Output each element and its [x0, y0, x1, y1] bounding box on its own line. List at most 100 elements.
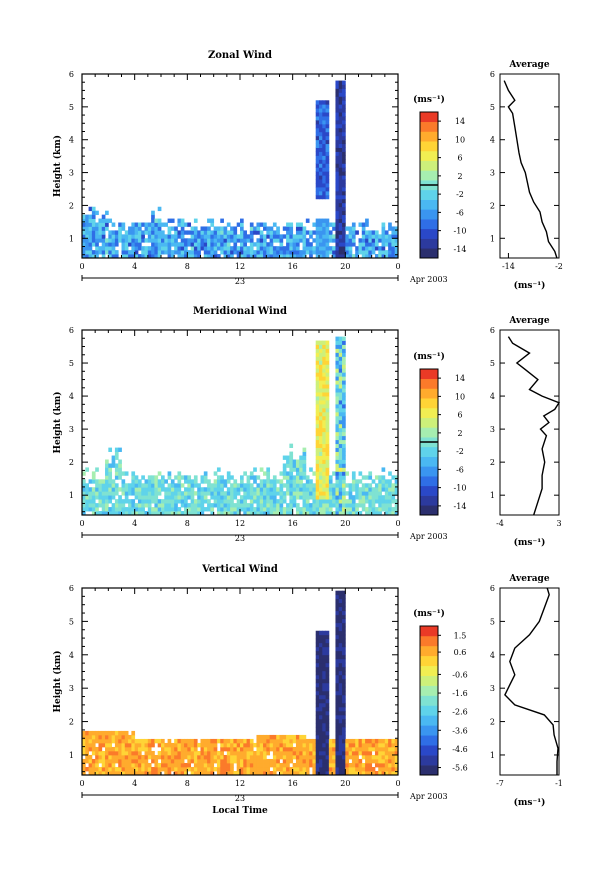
- vertical-cell: [82, 770, 86, 776]
- zonal-cell: [174, 242, 178, 247]
- meridional-cell: [289, 495, 294, 500]
- meridional-colorbar-tick-label: -2: [456, 447, 464, 456]
- meridional-cell: [315, 479, 320, 484]
- zonal-cell: [128, 238, 132, 243]
- vertical-cell: [170, 758, 175, 764]
- meridional-cell: [190, 495, 195, 500]
- vertical-cell: [312, 758, 317, 764]
- zonal-cell: [361, 222, 366, 227]
- meridional-cell: [144, 479, 149, 484]
- vertical-avg-ytick-label: 2: [490, 718, 495, 727]
- zonal-cell: [167, 230, 172, 235]
- meridional-cell: [85, 507, 89, 512]
- vertical-colorbar-tick-label: -4.6: [452, 745, 467, 754]
- vertical-cell: [335, 738, 340, 744]
- vertical-cell: [299, 750, 303, 756]
- vertical-cell: [220, 754, 224, 760]
- meridional-cell: [118, 495, 122, 500]
- meridional-cell: [253, 475, 257, 480]
- vertical-cell: [114, 734, 119, 740]
- meridional-cell: [302, 451, 307, 456]
- meridional-cell: [88, 487, 93, 492]
- vertical-cell: [325, 654, 330, 660]
- zonal-cell: [332, 246, 336, 251]
- zonal-cell: [207, 218, 211, 223]
- meridional-cell: [295, 479, 300, 484]
- zonal-cell: [256, 246, 261, 251]
- zonal-cell: [368, 254, 373, 259]
- vertical-cell: [302, 738, 307, 744]
- meridional-cell: [374, 507, 379, 512]
- zonal-cell: [137, 246, 142, 251]
- zonal-cell: [374, 246, 379, 251]
- vertical-cell: [338, 702, 343, 708]
- zonal-cell: [332, 222, 336, 227]
- meridional-cell: [180, 499, 185, 504]
- vertical-cell: [322, 654, 326, 660]
- meridional-cell: [305, 479, 310, 484]
- zonal-colorbar-tick-label: 10: [455, 135, 465, 144]
- zonal-cell: [315, 159, 320, 164]
- vertical-cell: [345, 742, 350, 748]
- zonal-cell: [348, 230, 353, 235]
- vertical-cell: [345, 754, 350, 760]
- meridional-cell: [315, 384, 320, 389]
- meridional-cell: [338, 503, 343, 508]
- zonal-cell: [121, 242, 126, 247]
- meridional-cell: [295, 491, 300, 496]
- meridional-cell: [147, 495, 152, 500]
- meridional-cell: [315, 507, 320, 512]
- vertical-cell: [351, 762, 356, 768]
- meridional-cell: [335, 455, 340, 460]
- zonal-colorbar-tick-label: -2: [456, 190, 464, 199]
- vertical-cell: [345, 762, 350, 768]
- meridional-cell: [170, 495, 175, 500]
- zonal-cell: [144, 238, 149, 243]
- meridional-cell: [332, 503, 336, 508]
- vertical-cell: [381, 750, 386, 756]
- vertical-cell: [167, 742, 172, 748]
- vertical-cell: [226, 738, 231, 744]
- meridional-cell: [378, 511, 382, 516]
- zonal-cell: [342, 92, 346, 97]
- meridional-cell: [358, 503, 363, 508]
- zonal-cell: [207, 246, 211, 251]
- vertical-cell: [338, 630, 343, 636]
- meridional-cell: [325, 419, 330, 425]
- vertical-cell: [371, 758, 376, 764]
- meridional-cell: [203, 471, 208, 476]
- vertical-cell: [315, 726, 320, 732]
- vertical-cell: [253, 766, 257, 772]
- meridional-cell: [319, 368, 323, 373]
- vertical-cell: [286, 734, 290, 740]
- zonal-cell: [335, 135, 340, 141]
- vertical-cell: [243, 766, 247, 772]
- zonal-cell: [91, 214, 96, 219]
- vertical-cell: [342, 678, 346, 684]
- meridional-cell: [319, 392, 323, 397]
- vertical-cell: [338, 602, 343, 608]
- meridional-cell: [319, 447, 323, 452]
- vertical-cell: [338, 682, 343, 688]
- zonal-cell: [203, 242, 208, 247]
- zonal-cell: [190, 250, 195, 255]
- meridional-cell: [108, 491, 113, 496]
- meridional-cell: [118, 471, 122, 476]
- vertical-cell: [279, 738, 284, 744]
- vertical-cell: [286, 762, 290, 768]
- zonal-cell: [319, 254, 323, 259]
- meridional-cell: [335, 372, 340, 377]
- meridional-cell: [338, 511, 343, 516]
- zonal-cell: [108, 254, 113, 259]
- zonal-cell: [266, 242, 271, 247]
- vertical-cell: [276, 738, 280, 744]
- meridional-cell: [144, 499, 149, 504]
- zonal-cell: [279, 234, 284, 239]
- vertical-cell: [263, 754, 267, 760]
- vertical-cell: [365, 738, 369, 744]
- meridional-cell: [328, 491, 333, 496]
- zonal-cell: [338, 143, 343, 148]
- meridional-cell: [197, 491, 201, 496]
- zonal-cell: [177, 230, 182, 235]
